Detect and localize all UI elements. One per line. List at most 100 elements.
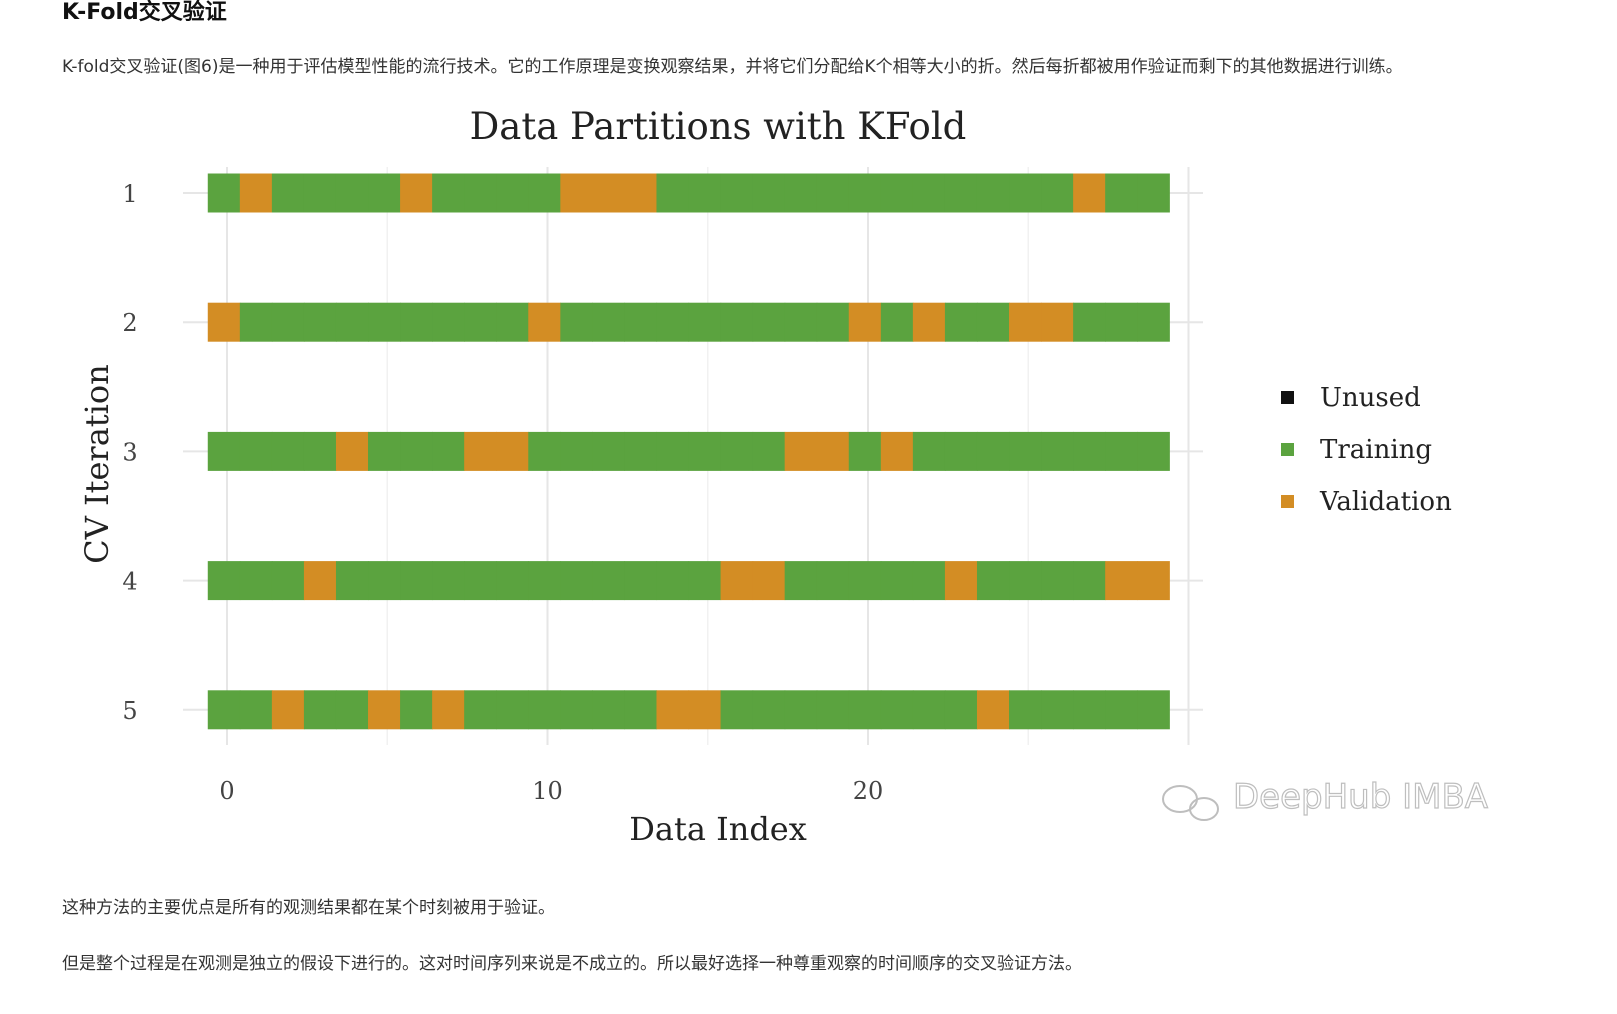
training-segment: [335, 302, 369, 342]
validation-segment: [1041, 302, 1074, 342]
training-segment: [688, 173, 722, 213]
training-segment: [720, 431, 754, 471]
training-segment: [271, 302, 305, 342]
training-segment: [848, 561, 882, 601]
training-segment: [1137, 302, 1170, 342]
training-segment: [303, 302, 337, 342]
validation-segment: [335, 431, 369, 471]
validation-segment: [976, 690, 1010, 730]
training-segment: [271, 561, 305, 601]
chart-ticks: 1 2 3 4 5 0 10 20: [122, 180, 883, 805]
training-segment: [1137, 173, 1170, 213]
training-segment: [976, 302, 1010, 342]
training-segment: [239, 690, 273, 730]
training-segment: [239, 302, 273, 342]
training-segment: [944, 690, 978, 730]
training-segment: [432, 302, 465, 342]
training-segment: [784, 561, 818, 601]
training-segment: [303, 690, 337, 730]
validation-segment: [880, 431, 914, 471]
training-segment: [624, 431, 658, 471]
validation-segment: [1137, 561, 1170, 601]
training-segment: [656, 173, 690, 213]
paragraph-limitation: 但是整个过程是在观测是独立的假设下进行的。这对时间序列来说是不成立的。所以最好选…: [62, 954, 1082, 974]
training-segment: [464, 302, 497, 342]
kfold-partition-chart: Data Partitions with KFold 1 2 3 4 5 0 10 20 CV…: [78, 105, 1489, 848]
y-tick-label: 2: [122, 309, 137, 337]
training-segment: [816, 302, 850, 342]
training-segment: [624, 561, 658, 601]
validation-segment: [368, 690, 401, 730]
training-segment: [496, 690, 529, 730]
training-segment: [688, 431, 722, 471]
training-segment: [432, 431, 465, 471]
training-segment: [816, 690, 850, 730]
training-segment: [880, 173, 914, 213]
chart-bars: [207, 173, 1170, 730]
training-segment: [592, 561, 626, 601]
training-segment: [880, 690, 914, 730]
validation-segment: [848, 302, 882, 342]
chart-legend: Unused Training Validation: [1281, 383, 1452, 517]
validation-segment: [400, 173, 433, 213]
validation-segment: [944, 561, 978, 601]
training-segment: [752, 690, 786, 730]
training-segment: [335, 173, 369, 213]
x-tick-label: 10: [532, 777, 563, 805]
validation-segment: [720, 561, 754, 601]
training-segment: [912, 173, 946, 213]
training-segment: [848, 690, 882, 730]
legend-label-unused: Unused: [1320, 383, 1421, 413]
training-segment: [207, 431, 241, 471]
validation-segment: [752, 561, 786, 601]
validation-segment: [1105, 561, 1138, 601]
training-segment: [720, 690, 754, 730]
watermark-text: DeepHub IMBA: [1233, 777, 1488, 817]
training-segment: [432, 173, 465, 213]
section-heading: K-Fold交叉验证: [62, 0, 227, 25]
validation-segment: [688, 690, 722, 730]
validation-segment: [912, 302, 946, 342]
training-segment: [1041, 173, 1074, 213]
training-segment: [528, 173, 561, 213]
training-segment: [880, 561, 914, 601]
validation-segment: [303, 561, 337, 601]
training-segment: [464, 173, 497, 213]
training-segment: [207, 561, 241, 601]
training-segment: [303, 431, 337, 471]
training-segment: [560, 431, 593, 471]
training-segment: [656, 302, 690, 342]
training-segment: [1137, 431, 1170, 471]
training-segment: [271, 431, 305, 471]
training-segment: [496, 302, 529, 342]
training-segment: [944, 431, 978, 471]
training-segment: [912, 561, 946, 601]
intro-paragraph: K-fold交叉验证(图6)是一种用于评估模型性能的流行技术。它的工作原理是变换…: [62, 57, 1403, 77]
training-segment: [816, 561, 850, 601]
training-segment: [912, 690, 946, 730]
training-segment: [688, 302, 722, 342]
validation-segment: [271, 690, 305, 730]
y-tick-label: 4: [122, 568, 137, 596]
x-axis-label: Data Index: [629, 810, 807, 848]
legend-swatch-unused: [1281, 391, 1294, 404]
validation-segment: [560, 173, 593, 213]
training-segment: [1073, 431, 1106, 471]
training-segment: [1105, 431, 1138, 471]
training-segment: [720, 302, 754, 342]
validation-segment: [464, 431, 497, 471]
training-segment: [752, 302, 786, 342]
legend-label-training: Training: [1320, 435, 1432, 465]
validation-segment: [624, 173, 658, 213]
training-segment: [592, 302, 626, 342]
validation-segment: [207, 302, 241, 342]
y-axis-label: CV Iteration: [78, 364, 116, 564]
training-segment: [464, 690, 497, 730]
training-segment: [464, 561, 497, 601]
training-segment: [1073, 561, 1106, 601]
validation-segment: [656, 690, 690, 730]
training-segment: [976, 561, 1010, 601]
training-segment: [880, 302, 914, 342]
training-segment: [368, 302, 401, 342]
training-segment: [1009, 173, 1042, 213]
